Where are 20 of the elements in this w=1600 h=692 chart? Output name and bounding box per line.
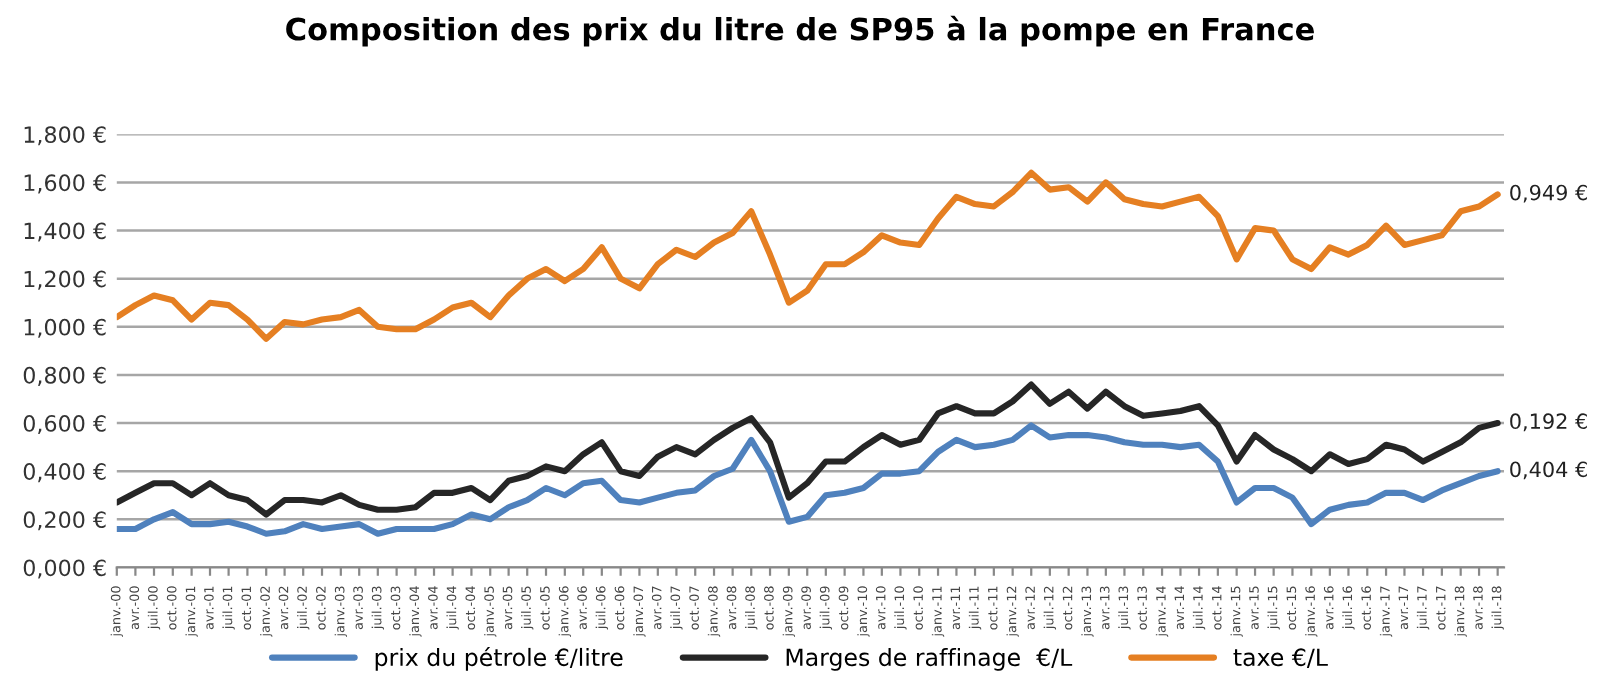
annotation: 0,949 € — [1510, 184, 1587, 203]
line-series — [116, 169, 1501, 342]
legend-label: Marges de raffinage €/L — [786, 647, 1073, 671]
legend-label: prix du pétrole €/litre — [375, 646, 623, 671]
y-tick-label: 1,600 € — [24, 174, 106, 194]
y-tick-label: 0,200 € — [23, 511, 106, 531]
y-tick-label: 0,400 € — [23, 463, 106, 483]
y-tick-label: 0,000 € — [23, 559, 106, 579]
annotation: 0,404 € — [1510, 461, 1587, 480]
y-tick-label: 0,800 € — [23, 366, 106, 386]
legend-label: taxe €/L — [1233, 648, 1328, 669]
annotation: 0,192 € — [1510, 413, 1587, 432]
line-series — [116, 381, 1501, 518]
y-tick-label: 1,800 € — [24, 126, 106, 146]
y-tick-label: 0,600 € — [23, 414, 106, 435]
y-tick-label: 1,200 € — [24, 270, 106, 290]
y-tick-label: 1,400 € — [24, 222, 106, 242]
chart-title: Composition des prix du litre de SP95 à la pompe en France — [286, 15, 1314, 47]
y-tick-label: 1,000 € — [24, 318, 106, 338]
line-series — [116, 422, 1501, 537]
